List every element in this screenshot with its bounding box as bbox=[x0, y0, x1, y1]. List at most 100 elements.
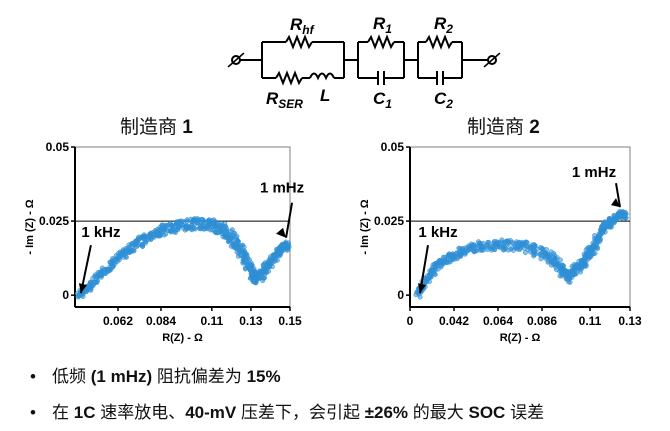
annotation-label: 1 kHz bbox=[81, 224, 120, 241]
bullet-1-bold-b: 15% bbox=[246, 367, 281, 386]
bullet-2: • 在 1C 速率放电、40-mV 压差下，会引起 ±26% 的最大 SOC 误差 bbox=[30, 398, 544, 423]
resistor-r1 bbox=[367, 34, 395, 50]
bullet-1-bold-a: (1 mHz) bbox=[90, 367, 153, 386]
resistor-rser bbox=[275, 70, 303, 86]
data-point bbox=[524, 239, 530, 245]
data-point bbox=[223, 225, 229, 231]
nyquist-chart-manufacturer-2: 0 0.025 0.05 0 0.042 0.064 0.086 0.11 0.13 R(Z) -… bbox=[359, 140, 642, 344]
data-point bbox=[159, 222, 165, 228]
data-point bbox=[236, 244, 242, 250]
label-c1: C1 bbox=[373, 89, 392, 111]
x-axis-label: R(Z) - Ω bbox=[162, 332, 203, 344]
data-point bbox=[123, 254, 129, 260]
data-point bbox=[476, 239, 481, 245]
data-point bbox=[465, 247, 471, 253]
data-point bbox=[205, 226, 211, 232]
data-point bbox=[522, 250, 528, 256]
bullet-2-bold-c: ±26% bbox=[364, 403, 409, 422]
annotation-arrow bbox=[615, 182, 621, 208]
data-point bbox=[547, 252, 553, 258]
data-point bbox=[178, 218, 184, 224]
data-point bbox=[509, 240, 515, 246]
x-tick-label: 0.11 bbox=[579, 314, 602, 328]
data-point bbox=[184, 218, 190, 224]
y-tick-label: 0.05 bbox=[46, 140, 70, 154]
nyquist-chart-manufacturer-1: 0 0.025 0.05 0.062 0.084 0.11 0.13 0.15 R(Z) - Ω… bbox=[24, 140, 304, 344]
bullet-1-text-a: 低频 bbox=[52, 367, 91, 386]
series-markers bbox=[413, 209, 629, 300]
y-tick-label: 0 bbox=[62, 288, 69, 302]
data-point bbox=[527, 244, 533, 250]
bullet-2-text-d: 的最大 bbox=[408, 403, 469, 422]
panel-1-title: 制造商 1 bbox=[120, 112, 193, 139]
label-rser: RSER bbox=[266, 89, 303, 111]
x-tick-label: 0.13 bbox=[239, 314, 263, 328]
annotation-arrowhead bbox=[276, 227, 287, 238]
label-r2: R2 bbox=[434, 14, 453, 36]
annotation-label: 1 mHz bbox=[572, 164, 616, 181]
data-point bbox=[131, 247, 137, 253]
series-markers bbox=[74, 216, 292, 300]
annotation-arrow bbox=[285, 202, 294, 238]
y-tick-label: 0 bbox=[397, 288, 404, 302]
annotation-arrowhead bbox=[611, 198, 620, 208]
data-point bbox=[230, 234, 235, 240]
data-point bbox=[286, 244, 292, 250]
y-tick-label: 0.05 bbox=[381, 140, 405, 154]
bullet-2-text-e: 误差 bbox=[505, 403, 545, 422]
data-point bbox=[112, 261, 118, 267]
x-tick-label: 0.062 bbox=[103, 314, 133, 328]
bullet-2-bold-d: SOC bbox=[468, 403, 506, 422]
panel-2-title: 制造商 2 bbox=[467, 112, 540, 139]
data-point bbox=[542, 255, 548, 261]
label-c2: C2 bbox=[434, 89, 453, 111]
bullet-2-text-c: 压差下，会引起 bbox=[236, 403, 365, 422]
data-point bbox=[123, 250, 129, 256]
data-point bbox=[201, 219, 206, 225]
label-rhf: Rhf bbox=[290, 15, 315, 37]
label-r1: R1 bbox=[373, 14, 392, 36]
data-point bbox=[161, 232, 167, 238]
x-tick-label: 0.086 bbox=[527, 314, 557, 328]
data-point bbox=[621, 213, 627, 219]
annotation-arrowhead bbox=[78, 283, 87, 294]
resistor-r2 bbox=[425, 34, 453, 50]
data-point bbox=[531, 253, 537, 259]
x-tick-label: 0 bbox=[407, 314, 414, 328]
data-point bbox=[243, 256, 249, 261]
equivalent-circuit: Rhf RSER L R1 C1 R2 C2 bbox=[227, 14, 501, 111]
x-tick-label: 0.064 bbox=[483, 314, 513, 328]
bullet-2-bold-b: 40-mV bbox=[185, 403, 237, 422]
panel-1-title-number: 1 bbox=[182, 117, 193, 138]
x-tick-label: 0.11 bbox=[200, 314, 223, 328]
data-point bbox=[417, 294, 423, 300]
data-point bbox=[199, 224, 205, 230]
bullet-2-bold-a: 1C bbox=[73, 403, 96, 422]
data-point bbox=[578, 269, 583, 275]
data-point bbox=[471, 243, 476, 248]
bullet-2-text-a: 在 bbox=[52, 403, 74, 422]
y-tick-label: 0.025 bbox=[374, 214, 404, 228]
data-point bbox=[283, 241, 289, 247]
data-point bbox=[542, 250, 548, 256]
data-point bbox=[162, 227, 168, 233]
x-tick-label: 0.084 bbox=[146, 314, 176, 328]
bullet-1-text-b: 阻抗偏差为 bbox=[152, 367, 247, 386]
annotation-arrowhead bbox=[418, 283, 426, 294]
data-point bbox=[505, 247, 511, 253]
data-point bbox=[225, 233, 231, 239]
data-point bbox=[266, 264, 272, 270]
inductor-l bbox=[309, 72, 335, 81]
data-point bbox=[496, 240, 502, 246]
data-point bbox=[234, 233, 240, 239]
x-tick-label: 0.042 bbox=[439, 314, 469, 328]
resistor-rhf bbox=[285, 34, 313, 50]
annotation-label: 1 kHz bbox=[418, 224, 457, 241]
y-axis-label: - Im (Z) - Ω bbox=[24, 199, 36, 254]
data-point bbox=[171, 227, 177, 232]
annotation-label: 1 mHz bbox=[260, 180, 304, 197]
panel-2-title-prefix: 制造商 bbox=[467, 117, 530, 138]
panel-1-title-prefix: 制造商 bbox=[120, 117, 183, 138]
label-l: L bbox=[320, 86, 330, 105]
data-point bbox=[557, 257, 563, 263]
